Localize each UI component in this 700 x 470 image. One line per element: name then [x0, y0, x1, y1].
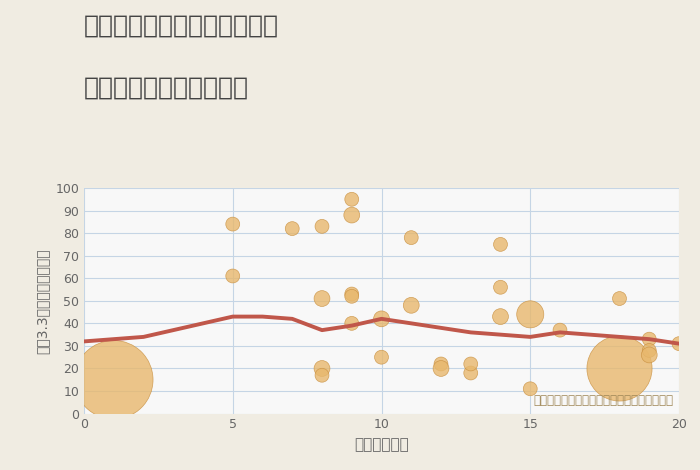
Point	[435, 360, 447, 368]
Y-axis label: 坪（3.3㎡）単価（万円）: 坪（3.3㎡）単価（万円）	[36, 248, 50, 353]
Point	[346, 196, 357, 203]
Point	[346, 290, 357, 298]
Text: 奈良県大和高田市礒野新町の: 奈良県大和高田市礒野新町の	[84, 14, 279, 38]
Point	[435, 365, 447, 372]
Point	[525, 385, 536, 392]
Text: 円の大きさは、取引のあった物件面積を示す: 円の大きさは、取引のあった物件面積を示す	[533, 394, 673, 407]
Point	[376, 315, 387, 322]
Point	[644, 347, 655, 354]
Point	[614, 365, 625, 372]
Point	[287, 225, 298, 232]
Point	[644, 336, 655, 343]
Point	[316, 295, 328, 302]
Point	[346, 292, 357, 300]
Point	[108, 376, 119, 384]
Point	[644, 351, 655, 359]
Point	[495, 241, 506, 248]
Point	[227, 220, 238, 228]
Point	[227, 272, 238, 280]
Point	[376, 353, 387, 361]
Point	[554, 326, 566, 334]
X-axis label: 駅距離（分）: 駅距離（分）	[354, 437, 409, 452]
Point	[346, 320, 357, 327]
Point	[316, 371, 328, 379]
Text: 駅距離別中古戸建て価格: 駅距離別中古戸建て価格	[84, 75, 249, 99]
Point	[316, 223, 328, 230]
Point	[495, 313, 506, 321]
Point	[465, 360, 476, 368]
Point	[614, 295, 625, 302]
Point	[316, 365, 328, 372]
Point	[346, 212, 357, 219]
Point	[465, 369, 476, 377]
Point	[673, 340, 685, 347]
Point	[406, 302, 417, 309]
Point	[406, 234, 417, 242]
Point	[495, 283, 506, 291]
Point	[525, 311, 536, 318]
